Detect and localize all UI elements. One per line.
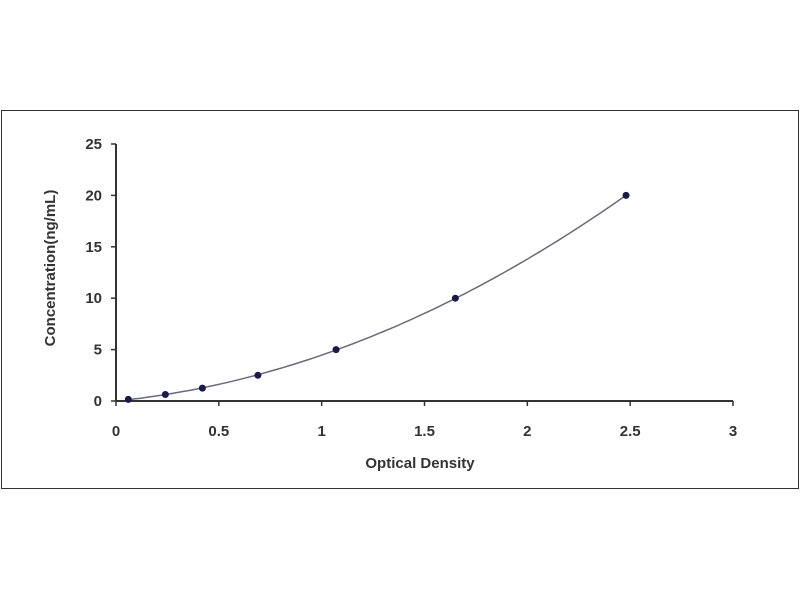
x-tick-label: 2.5 xyxy=(620,423,641,440)
y-tick-label: 0 xyxy=(94,393,102,410)
x-tick-label: 3 xyxy=(729,423,737,440)
data-point xyxy=(622,191,630,199)
x-tick-label: 2 xyxy=(523,423,531,440)
x-tick-label: 0 xyxy=(112,423,120,440)
y-tick-label: 20 xyxy=(85,187,102,204)
data-point xyxy=(161,391,169,399)
x-axis-label: Optical Density xyxy=(365,455,475,472)
x-tick-label: 1 xyxy=(317,423,325,440)
data-point xyxy=(451,294,459,302)
fit-curve xyxy=(128,194,627,401)
data-point xyxy=(332,346,340,354)
chart-frame xyxy=(1,110,799,489)
data-point xyxy=(198,384,206,392)
data-point xyxy=(124,395,132,403)
y-axis-label: Concentration(ng/mL) xyxy=(42,190,59,347)
y-tick-label: 15 xyxy=(85,239,102,256)
y-tick-label: 25 xyxy=(85,136,102,153)
y-tick-label: 10 xyxy=(85,290,102,307)
x-tick-label: 0.5 xyxy=(208,423,229,440)
x-tick-label: 1.5 xyxy=(414,423,435,440)
data-point xyxy=(254,371,262,379)
y-tick-label: 5 xyxy=(94,342,102,359)
